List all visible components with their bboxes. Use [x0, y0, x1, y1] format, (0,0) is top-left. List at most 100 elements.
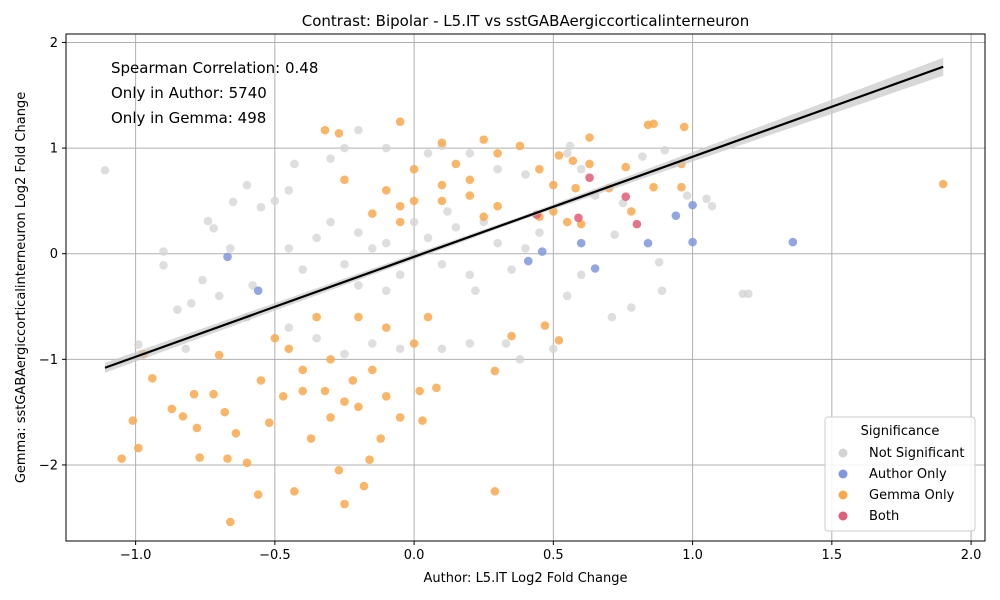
point-not-significant [443, 207, 452, 216]
point-not-significant [159, 247, 168, 256]
point-gemma-only [437, 196, 447, 206]
data-points [100, 117, 948, 527]
point-gemma-only [395, 117, 405, 126]
point-gemma-only [493, 201, 502, 211]
point-not-significant [340, 259, 349, 269]
legend-title: Significance [861, 424, 940, 439]
point-gemma-only [242, 458, 252, 468]
point-gemma-only [195, 453, 204, 462]
point-author-only [671, 211, 681, 220]
point-gemma-only [214, 350, 224, 360]
point-gemma-only [540, 321, 550, 330]
point-gemma-only [340, 175, 349, 185]
axis-ticks: −1.0 −0.5 0.0 0.5 1.0 1.5 2.0 −2 −1 0 1 2 [39, 36, 982, 563]
point-not-significant [134, 340, 143, 349]
legend-marker-gemma-only [838, 490, 848, 500]
point-not-significant [159, 261, 168, 270]
point-gemma-only [365, 455, 374, 464]
point-not-significant [535, 228, 544, 237]
point-gemma-only [562, 217, 572, 227]
point-not-significant [423, 233, 433, 243]
y-tick-label: 1 [50, 142, 58, 157]
x-tick-label: −1.0 [120, 548, 152, 563]
point-gemma-only [209, 389, 218, 399]
point-gemma-only [451, 159, 461, 169]
point-author-only [223, 252, 232, 262]
point-not-significant [493, 164, 502, 174]
point-gemma-only [415, 386, 424, 396]
regression-line-group [104, 57, 944, 373]
point-gemma-only [381, 323, 391, 332]
point-gemma-only [189, 389, 199, 399]
point-gemma-only [585, 133, 594, 142]
point-not-significant [284, 244, 294, 253]
point-gemma-only [432, 383, 441, 393]
point-not-significant [312, 233, 321, 243]
point-not-significant [248, 281, 257, 290]
point-gemma-only [270, 333, 280, 343]
point-not-significant [290, 159, 299, 169]
point-author-only [523, 256, 533, 266]
point-author-only [253, 286, 263, 295]
point-gemma-only [493, 149, 502, 158]
x-tick-label: 0.5 [543, 548, 564, 563]
point-not-significant [312, 333, 321, 343]
point-gemma-only [312, 312, 321, 322]
point-gemma-only [253, 490, 263, 499]
point-gemma-only [354, 312, 363, 322]
point-not-significant [181, 344, 191, 354]
point-not-significant [368, 244, 377, 253]
point-not-significant [707, 201, 717, 211]
point-not-significant [610, 230, 619, 239]
point-not-significant [270, 196, 280, 206]
x-tick-label: 2.0 [961, 548, 982, 563]
chart-title: Contrast: Bipolar - L5.IT vs sstGABAergi… [302, 12, 749, 30]
point-gemma-only [381, 186, 391, 195]
point-gemma-only [340, 499, 349, 509]
y-tick-label: −1 [39, 353, 58, 368]
point-gemma-only [409, 164, 419, 174]
point-not-significant [395, 344, 405, 354]
point-not-significant [515, 355, 525, 364]
legend-marker-both [838, 511, 848, 521]
point-gemma-only [264, 418, 274, 428]
point-not-significant [521, 244, 530, 253]
point-not-significant [203, 216, 213, 226]
point-gemma-only [220, 407, 230, 417]
point-not-significant [100, 165, 110, 175]
point-gemma-only [585, 159, 594, 169]
point-both [574, 213, 583, 223]
point-gemma-only [284, 344, 294, 354]
point-gemma-only [621, 162, 631, 172]
point-not-significant [173, 305, 182, 314]
point-gemma-only [192, 423, 202, 433]
point-not-significant [326, 154, 335, 163]
point-gemma-only [326, 355, 335, 364]
point-not-significant [228, 197, 238, 207]
x-axis-label: Author: L5.IT Log2 Fold Change [424, 571, 628, 586]
point-not-significant [576, 270, 586, 280]
point-gemma-only [298, 365, 308, 375]
point-not-significant [395, 270, 405, 280]
regression-line [104, 65, 944, 369]
point-not-significant [657, 286, 667, 295]
point-not-significant [187, 299, 196, 308]
legend-label-author-only: Author Only [869, 467, 947, 482]
series-gemma-only [117, 117, 948, 527]
point-gemma-only [226, 517, 235, 527]
point-not-significant [576, 164, 586, 174]
point-gemma-only [679, 122, 689, 132]
point-not-significant [340, 143, 349, 153]
point-not-significant [562, 149, 572, 158]
point-gemma-only [395, 217, 405, 227]
legend: Significance Not Significant Author Only G… [824, 416, 976, 532]
point-author-only [576, 238, 586, 248]
point-author-only [688, 237, 697, 247]
point-gemma-only [334, 465, 344, 475]
point-gemma-only [490, 487, 500, 496]
point-not-significant [549, 344, 558, 354]
point-not-significant [423, 149, 433, 158]
point-not-significant [381, 143, 391, 153]
point-not-significant [627, 303, 636, 312]
point-gemma-only [465, 191, 475, 200]
